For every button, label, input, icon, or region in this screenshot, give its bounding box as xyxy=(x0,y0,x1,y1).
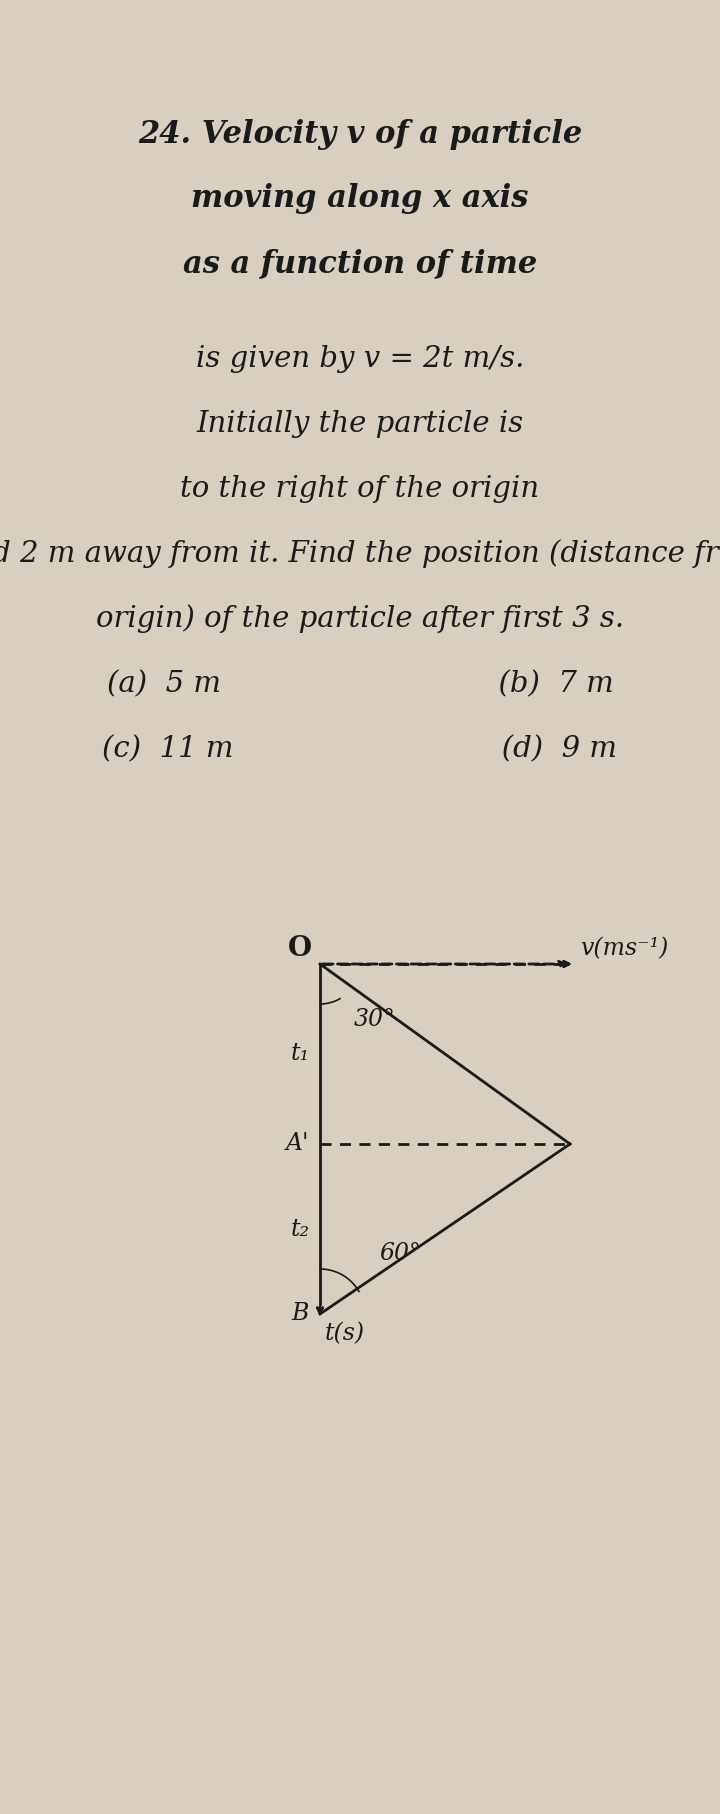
Text: t₁: t₁ xyxy=(290,1043,310,1065)
Text: t₂: t₂ xyxy=(290,1217,310,1241)
Text: origin) of the particle after first 3 s.: origin) of the particle after first 3 s. xyxy=(96,604,624,633)
Text: (c)  11 m                             (d)  9 m: (c) 11 m (d) 9 m xyxy=(102,735,618,764)
Text: and 2 m away from it. Find the position (distance from: and 2 m away from it. Find the position … xyxy=(0,539,720,568)
Text: v(ms⁻¹): v(ms⁻¹) xyxy=(580,938,668,960)
Text: is given by v = 2t m/s.: is given by v = 2t m/s. xyxy=(196,345,524,374)
Text: as a function of time: as a function of time xyxy=(183,249,537,279)
Text: B: B xyxy=(292,1302,309,1326)
Text: to the right of the origin: to the right of the origin xyxy=(181,475,539,502)
Text: 30°: 30° xyxy=(354,1007,396,1030)
Text: 24. Velocity v of a particle: 24. Velocity v of a particle xyxy=(138,118,582,149)
Text: 60°: 60° xyxy=(379,1243,421,1266)
Text: t(s): t(s) xyxy=(325,1322,365,1346)
Text: Initially the particle is: Initially the particle is xyxy=(197,410,523,437)
Text: (a)  5 m                              (b)  7 m: (a) 5 m (b) 7 m xyxy=(107,669,613,698)
Text: A': A' xyxy=(287,1132,310,1156)
Text: moving along x axis: moving along x axis xyxy=(192,183,528,214)
Text: O: O xyxy=(288,936,312,963)
